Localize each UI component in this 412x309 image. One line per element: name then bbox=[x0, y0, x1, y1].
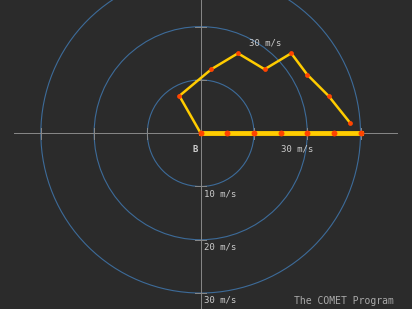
Text: 30 m/s: 30 m/s bbox=[248, 38, 281, 47]
Point bbox=[261, 67, 268, 72]
Point bbox=[346, 120, 353, 125]
Text: The COMET Program: The COMET Program bbox=[294, 296, 394, 306]
Point bbox=[197, 131, 204, 136]
Text: 30 m/s: 30 m/s bbox=[281, 145, 313, 154]
Text: B: B bbox=[193, 145, 198, 154]
Text: 30 m/s: 30 m/s bbox=[204, 296, 236, 305]
Point bbox=[197, 131, 204, 136]
Point bbox=[330, 131, 337, 136]
Point bbox=[250, 131, 257, 136]
Point bbox=[224, 131, 231, 136]
Point bbox=[235, 51, 241, 56]
Text: 20 m/s: 20 m/s bbox=[204, 242, 236, 252]
Point bbox=[176, 93, 183, 98]
Point bbox=[325, 93, 332, 98]
Point bbox=[288, 51, 295, 56]
Point bbox=[357, 131, 364, 136]
Point bbox=[277, 131, 284, 136]
Point bbox=[304, 72, 311, 77]
Point bbox=[208, 67, 215, 72]
Point bbox=[304, 131, 311, 136]
Text: 10 m/s: 10 m/s bbox=[204, 189, 236, 198]
